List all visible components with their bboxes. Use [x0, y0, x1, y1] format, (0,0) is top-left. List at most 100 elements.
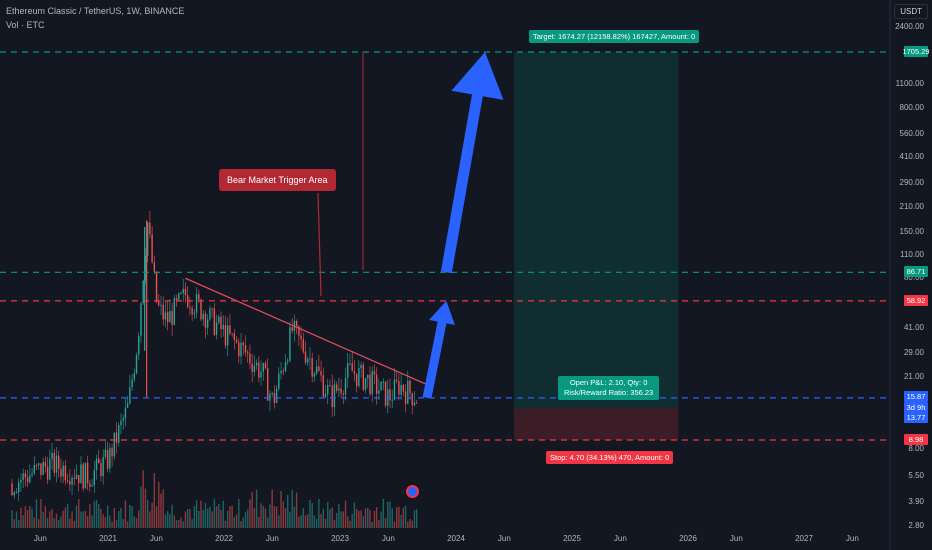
volume-bar	[355, 509, 358, 528]
volume-bar	[404, 505, 407, 528]
candle-body	[26, 477, 29, 483]
volume-bar	[89, 504, 91, 528]
volume-bar	[362, 516, 365, 528]
volume-bar	[153, 473, 156, 528]
candle-body	[309, 358, 311, 360]
candle-body	[298, 326, 300, 336]
volume-bar	[409, 519, 411, 528]
volume-bar	[142, 470, 144, 528]
volume-bar	[284, 508, 287, 528]
candle-body	[253, 365, 256, 372]
volume-bar	[271, 489, 273, 528]
candle-body	[313, 373, 316, 377]
volume-bar	[282, 501, 284, 528]
volume-bar	[73, 520, 75, 528]
candle-body	[131, 379, 133, 388]
projection-arrow	[440, 52, 504, 274]
volume-bar	[329, 509, 331, 528]
candle-body	[155, 271, 158, 303]
candle-body	[93, 470, 95, 486]
bear-market-annotation[interactable]: Bear Market Trigger Area	[219, 169, 336, 191]
candle-body	[222, 325, 224, 330]
volume-bar	[51, 508, 53, 528]
price-tick-label: 110.00	[900, 249, 924, 259]
volume-bar	[135, 517, 138, 528]
volume-bar	[180, 517, 182, 528]
candle-body	[106, 449, 109, 469]
volume-bar	[327, 502, 329, 528]
volume-bar	[46, 517, 49, 528]
volume-bar	[353, 502, 356, 528]
candle-body	[382, 381, 385, 383]
volume-bar	[304, 515, 307, 528]
stop-zone	[514, 408, 679, 440]
volume-bar	[360, 510, 362, 528]
candle-body	[69, 481, 71, 485]
candle-body	[311, 358, 313, 377]
price-tick-label: 150.00	[899, 226, 924, 236]
candle-body	[275, 388, 278, 403]
time-tick-label: Jun	[845, 534, 859, 543]
volume-bar	[298, 516, 300, 528]
candle-body	[375, 374, 378, 394]
candle-body	[273, 392, 276, 403]
candle-body	[251, 363, 253, 372]
volume-bar	[42, 511, 44, 528]
candle-body	[42, 461, 44, 475]
currency-badge[interactable]: USDT	[894, 4, 928, 19]
volume-bar	[124, 500, 127, 528]
candle-body	[95, 458, 98, 471]
volume-bar	[331, 507, 333, 528]
candle-body	[84, 462, 87, 489]
candle-body	[115, 432, 118, 443]
candle-body	[269, 393, 271, 401]
candle-body	[278, 373, 280, 389]
price-tick-label: 5.50	[908, 471, 924, 481]
volume-bar	[233, 517, 236, 528]
volume-bar	[395, 507, 398, 528]
price-tick-label: 410.00	[899, 152, 924, 162]
candle-body	[400, 384, 402, 395]
candle-body	[86, 462, 89, 484]
candle-body	[29, 475, 31, 483]
candle-body	[138, 335, 140, 355]
candle-body	[15, 492, 18, 494]
candle-body	[244, 345, 247, 353]
volume-bar	[255, 489, 258, 528]
volume-bar	[240, 521, 242, 528]
volume-bar	[171, 504, 173, 528]
volume-bar	[333, 519, 336, 528]
candle-body	[189, 306, 191, 308]
candle-body	[415, 402, 418, 404]
flag-icon[interactable]	[406, 485, 419, 498]
candle-body	[393, 379, 396, 400]
time-tick-label: Jun	[265, 534, 279, 543]
candle-body	[24, 473, 27, 478]
volume-bar	[380, 511, 382, 528]
volume-bar	[33, 517, 35, 528]
candle-body	[46, 466, 49, 480]
target-label: Target: 1674.27 (12158.82%) 167427, Amou…	[529, 30, 700, 43]
candle-body	[53, 452, 55, 473]
candle-body	[109, 447, 111, 469]
volume-bar	[358, 510, 360, 528]
candle-body	[33, 465, 35, 474]
time-tick-label: 2023	[331, 534, 349, 543]
volume-bar	[164, 514, 167, 528]
volume-bar	[213, 498, 216, 528]
candle-body	[367, 374, 369, 379]
volume-bar	[318, 498, 320, 528]
candle-body	[204, 313, 207, 328]
candle-body	[22, 473, 24, 480]
candle-body	[55, 455, 58, 473]
open-pl-label: Open P&L: 2.10, Qty: 0	[569, 378, 648, 387]
candle-body	[78, 474, 80, 484]
candle-body	[180, 293, 182, 295]
candle-body	[135, 354, 138, 374]
candle-body	[307, 358, 309, 363]
candle-body	[353, 371, 356, 374]
volume-bar	[349, 520, 351, 528]
candle-body	[58, 455, 60, 469]
volume-bar	[309, 499, 311, 528]
